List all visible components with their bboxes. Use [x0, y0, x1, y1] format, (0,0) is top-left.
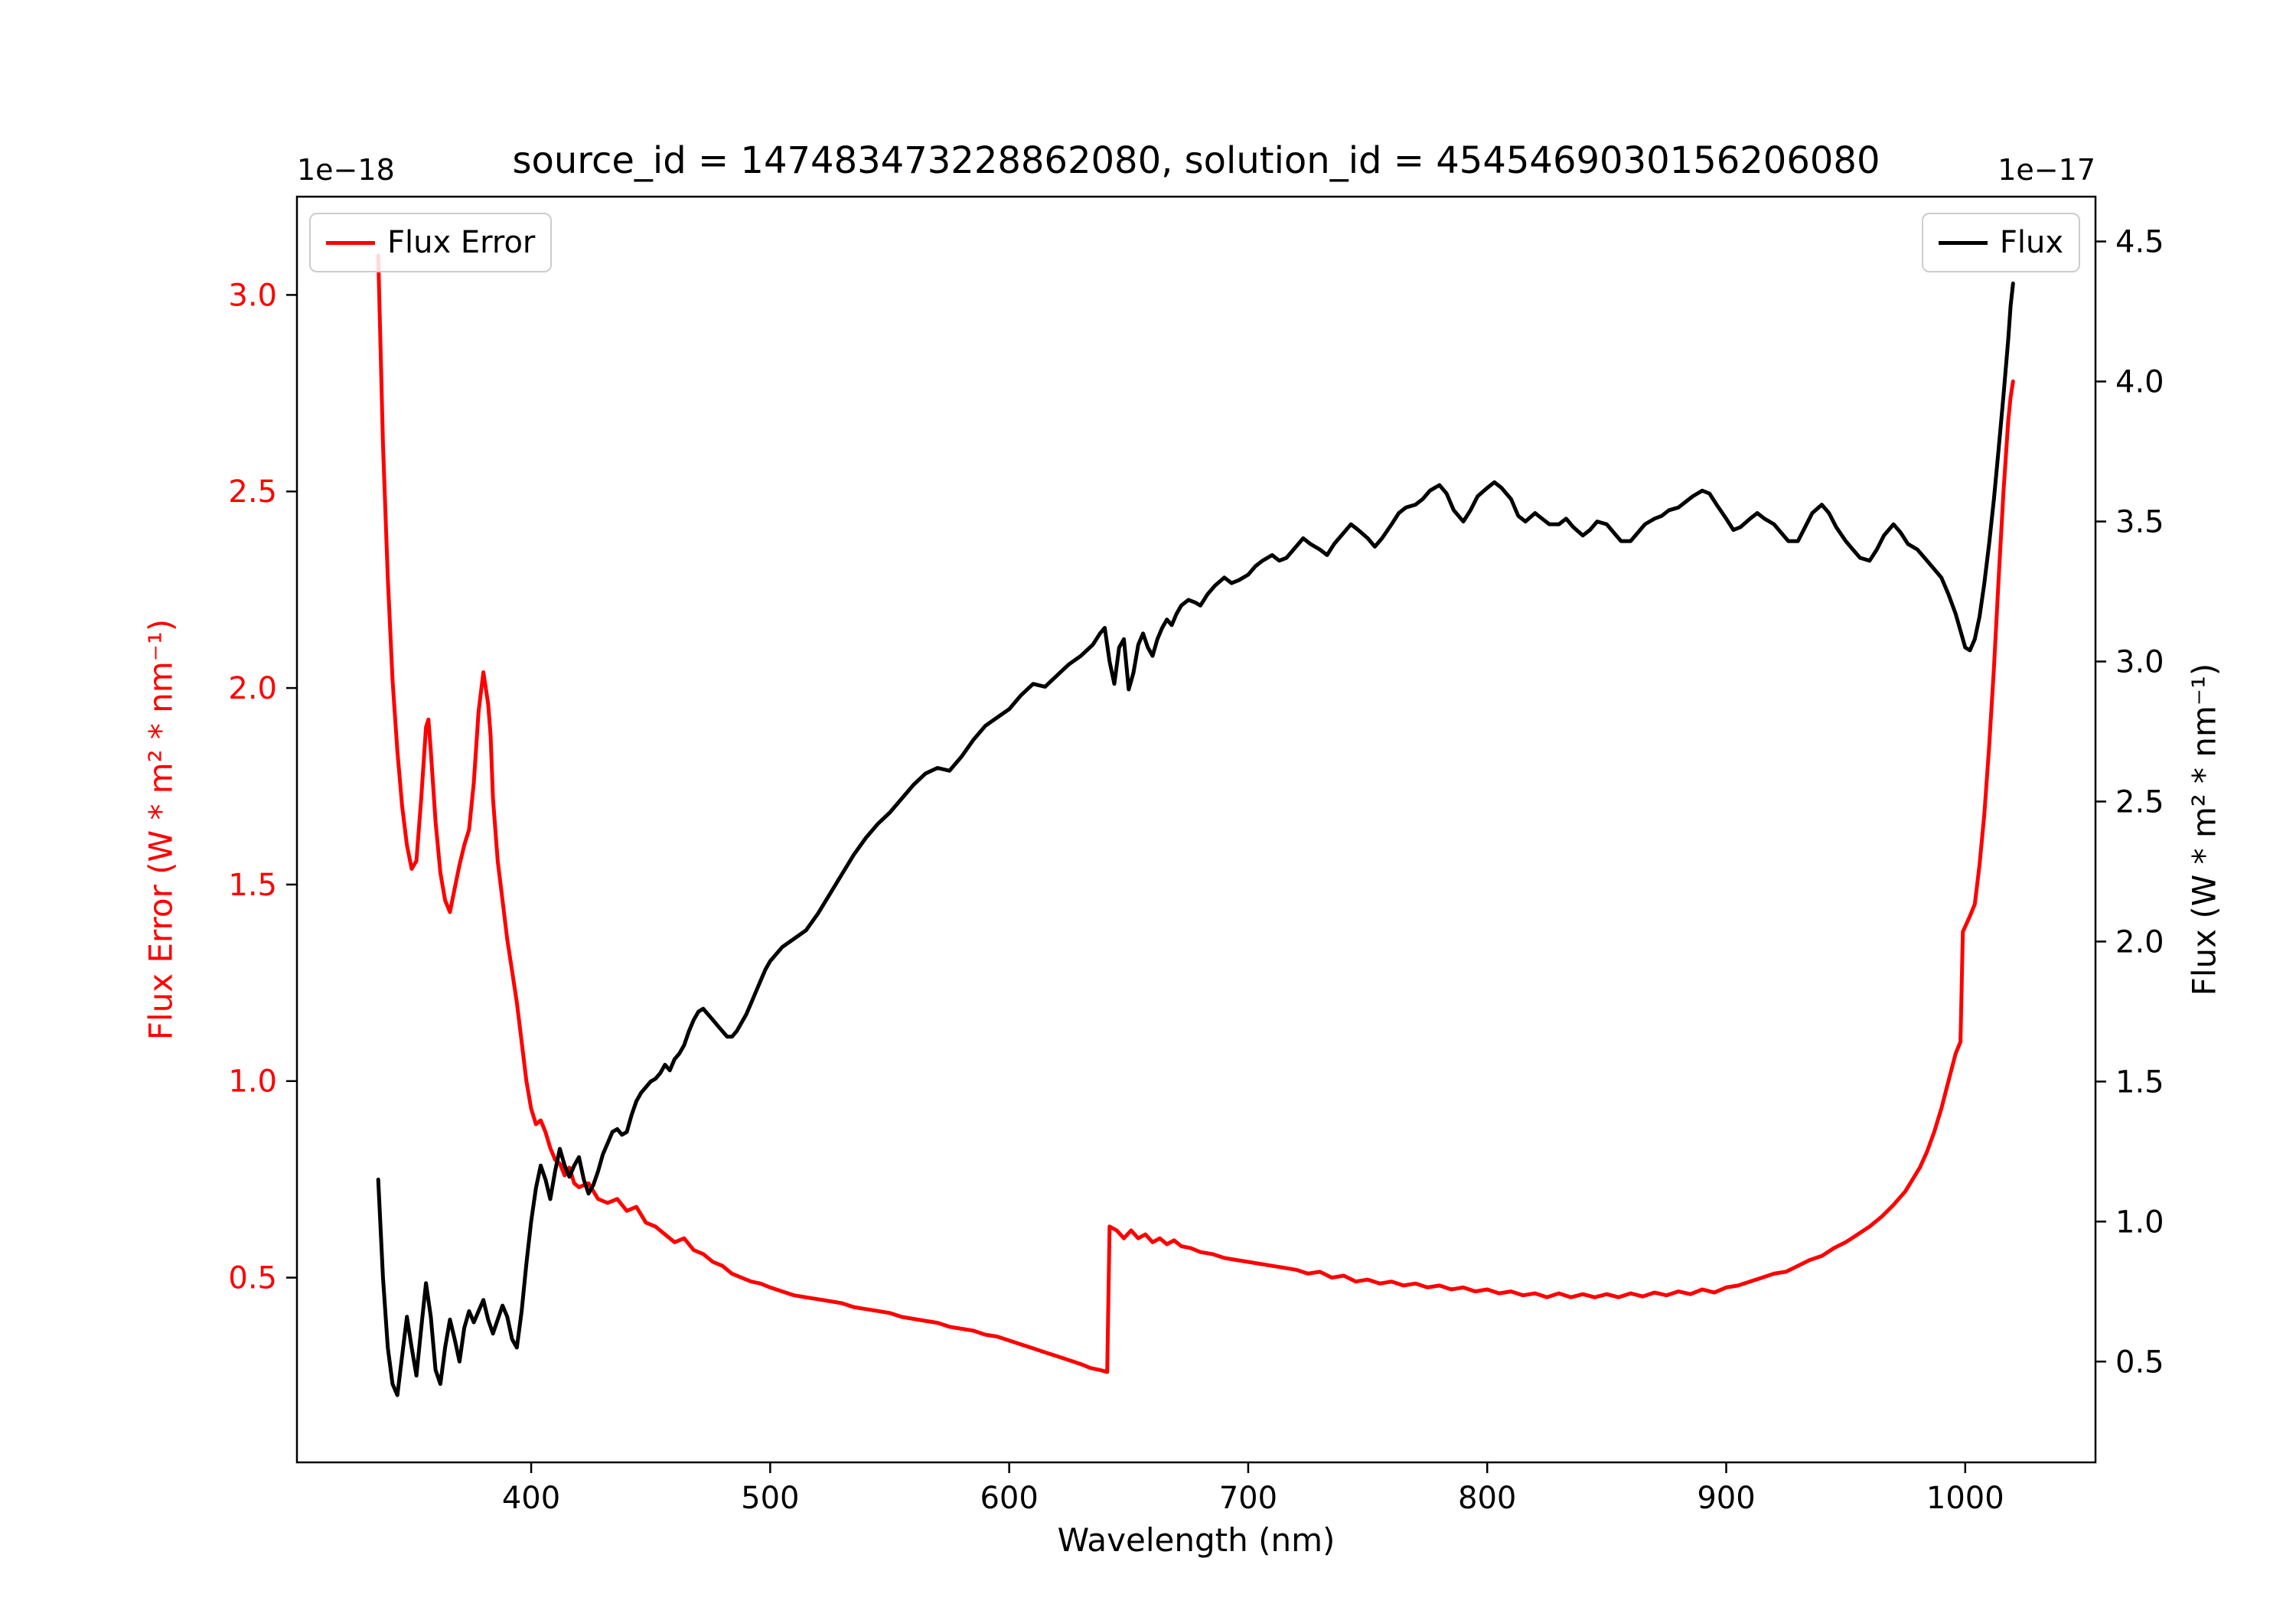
svg-text:400: 400	[502, 1481, 560, 1516]
svg-text:2.0: 2.0	[228, 671, 277, 706]
legend-flux: Flux	[1921, 213, 2080, 272]
flux-legend-line-icon	[1938, 240, 1988, 245]
svg-text:1.0: 1.0	[228, 1064, 277, 1100]
plot-border	[295, 195, 2097, 1464]
chart-title: source_id = 147483473228862080, solution…	[512, 139, 1880, 182]
legend-flux-error: Flux Error	[309, 213, 553, 272]
svg-text:700: 700	[1219, 1481, 1277, 1516]
flux-line	[376, 281, 2015, 1397]
svg-text:4.5: 4.5	[2115, 225, 2164, 260]
svg-text:1.5: 1.5	[2115, 1064, 2164, 1100]
y-axis-label-right: Flux (W * m² * nm⁻¹)	[2185, 663, 2223, 996]
svg-text:1.0: 1.0	[2115, 1204, 2164, 1240]
flux-error-line	[376, 253, 2015, 1374]
flux-error-legend-line-icon	[326, 240, 375, 245]
svg-text:3.0: 3.0	[2115, 644, 2164, 680]
axis-ticks	[286, 240, 2106, 1473]
axis-tick-labels: 400 500 600 700 800 900 1000 0.5 1.0 1.5 2.0 2.5 3.0…	[228, 225, 2164, 1516]
legend-flux-error-label: Flux Error	[387, 225, 536, 260]
svg-text:800: 800	[1458, 1481, 1516, 1516]
svg-text:3.5: 3.5	[2115, 504, 2164, 539]
offset-text-left: 1e−18	[297, 153, 395, 187]
svg-text:2.5: 2.5	[228, 474, 277, 510]
svg-text:900: 900	[1697, 1481, 1755, 1516]
svg-text:2.0: 2.0	[2115, 924, 2164, 960]
svg-text:2.5: 2.5	[2115, 784, 2164, 820]
svg-text:1.5: 1.5	[228, 868, 277, 903]
svg-text:4.0: 4.0	[2115, 365, 2164, 400]
offset-text-right: 1e−17	[1998, 153, 2095, 187]
svg-text:0.5: 0.5	[2115, 1345, 2164, 1380]
y-axis-label-left: Flux Error (W * m² * nm⁻¹)	[142, 618, 180, 1041]
svg-text:0.5: 0.5	[228, 1261, 277, 1296]
svg-text:3.0: 3.0	[228, 278, 277, 313]
legend-flux-label: Flux	[1999, 225, 2063, 260]
svg-text:500: 500	[741, 1481, 799, 1516]
series-lines	[376, 253, 2015, 1397]
svg-text:600: 600	[980, 1481, 1038, 1516]
x-axis-label: Wavelength (nm)	[1057, 1521, 1336, 1559]
svg-text:1000: 1000	[1926, 1481, 2004, 1516]
